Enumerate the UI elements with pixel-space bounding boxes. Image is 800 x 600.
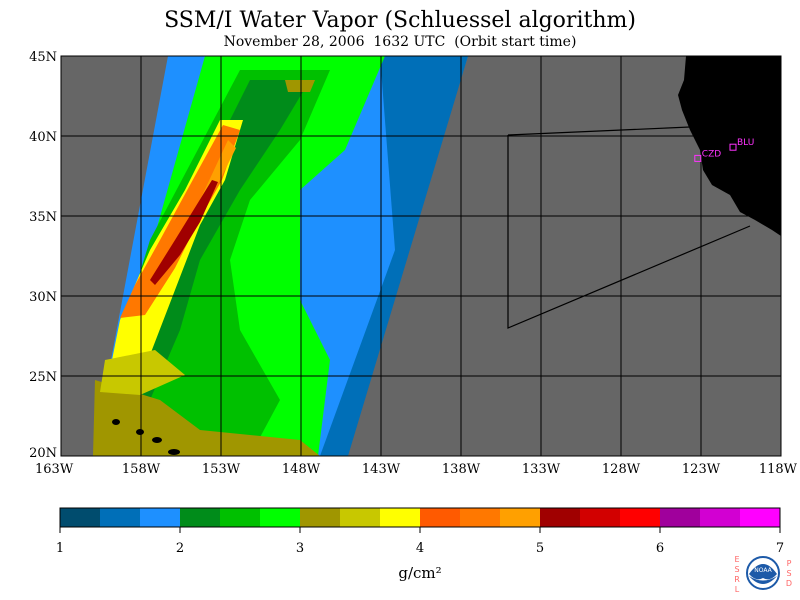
track-line bbox=[507, 135, 751, 329]
lat-tick-label: 45N bbox=[29, 50, 57, 65]
colorbar-segment bbox=[220, 508, 260, 527]
colorbar-segment bbox=[260, 508, 300, 527]
lon-tick-label: 128W bbox=[602, 462, 641, 477]
svg-text:S: S bbox=[734, 565, 739, 574]
lon-tick-label: 143W bbox=[362, 462, 401, 477]
island bbox=[112, 419, 120, 425]
colorbar-segment bbox=[500, 508, 540, 527]
vapor-band bbox=[285, 80, 315, 92]
colorbar-units-label: g/cm² bbox=[398, 564, 442, 582]
island bbox=[152, 437, 162, 443]
island bbox=[168, 449, 180, 455]
lat-tick-label: 35N bbox=[29, 210, 57, 225]
lon-tick-label: 118W bbox=[759, 462, 798, 477]
map-frame bbox=[60, 55, 782, 457]
lon-tick-label: 123W bbox=[682, 462, 721, 477]
svg-text:D: D bbox=[786, 579, 792, 588]
svg-text:L: L bbox=[735, 585, 740, 594]
svg-text:R: R bbox=[734, 575, 740, 584]
swath-layer bbox=[61, 56, 781, 456]
flight-track-lines bbox=[507, 126, 751, 329]
colorbar-segment bbox=[100, 508, 140, 527]
graticule bbox=[60, 55, 782, 457]
lat-tick-label: 25N bbox=[29, 370, 57, 385]
colorbar-segment bbox=[620, 508, 660, 527]
colorbar-segment bbox=[340, 508, 380, 527]
colorbar-tick-label: 6 bbox=[656, 541, 664, 556]
station-label: CZD bbox=[702, 149, 721, 159]
colorbar-segment bbox=[60, 508, 100, 527]
vapor-band bbox=[150, 180, 218, 285]
colorbar-tick-label: 3 bbox=[296, 541, 304, 556]
vapor-band bbox=[100, 350, 185, 395]
station-marker-icon bbox=[694, 154, 702, 162]
vapor-band bbox=[320, 56, 468, 456]
station-czd: CZD bbox=[694, 149, 721, 162]
lat-tick-label: 40N bbox=[29, 130, 57, 145]
track-line bbox=[507, 126, 691, 136]
vapor-band bbox=[110, 80, 310, 420]
vapor-band bbox=[120, 125, 240, 318]
colorbar-segment bbox=[700, 508, 740, 527]
chart-subtitle: November 28, 2006 1632 UTC (Orbit start … bbox=[223, 34, 577, 50]
colorbar-segment bbox=[300, 508, 340, 527]
colorbar-tick-label: 7 bbox=[776, 541, 784, 556]
noaa-bird-icon bbox=[749, 564, 777, 580]
station-marker-icon bbox=[729, 143, 737, 151]
colorbar-segment bbox=[740, 508, 780, 527]
lon-tick-label: 163W bbox=[35, 462, 74, 477]
station-label: BLU bbox=[737, 138, 754, 148]
colorbar: 1 2 3 4 5 6 7 bbox=[56, 507, 784, 556]
lat-tick-label: 30N bbox=[29, 290, 57, 305]
island bbox=[136, 429, 144, 435]
svg-text:E: E bbox=[734, 555, 739, 564]
station-markers: CZD BLU bbox=[694, 138, 754, 162]
colorbar-segment bbox=[140, 508, 180, 527]
chart-title: SSM/I Water Vapor (Schluessel algorithm) bbox=[164, 8, 636, 33]
colorbar-segment bbox=[460, 508, 500, 527]
svg-text:P: P bbox=[787, 559, 792, 568]
lon-tick-label: 133W bbox=[522, 462, 561, 477]
colorbar-segment bbox=[380, 508, 420, 527]
station-blu: BLU bbox=[729, 138, 754, 151]
logo-noaa-text: NOAA bbox=[754, 567, 772, 574]
logo-right-letters: PSD bbox=[786, 559, 792, 588]
lon-tick-label: 148W bbox=[282, 462, 321, 477]
lon-tick-label: 138W bbox=[442, 462, 481, 477]
colorbar-tick-label: 5 bbox=[536, 541, 544, 556]
vapor-band bbox=[93, 380, 320, 456]
colorbar-tick-label: 1 bbox=[56, 541, 64, 556]
svg-text:S: S bbox=[786, 569, 791, 578]
colorbar-segment bbox=[420, 508, 460, 527]
lat-tick-label: 20N bbox=[29, 446, 57, 461]
colorbar-segment bbox=[540, 508, 580, 527]
colorbar-segment bbox=[580, 508, 620, 527]
colorbar-tick-label: 2 bbox=[176, 541, 184, 556]
colorbar-segment bbox=[180, 508, 220, 527]
colorbar-tick-label: 4 bbox=[416, 541, 424, 556]
lon-tick-label: 153W bbox=[202, 462, 241, 477]
colorbar-segment bbox=[660, 508, 700, 527]
lon-tick-label: 158W bbox=[122, 462, 161, 477]
